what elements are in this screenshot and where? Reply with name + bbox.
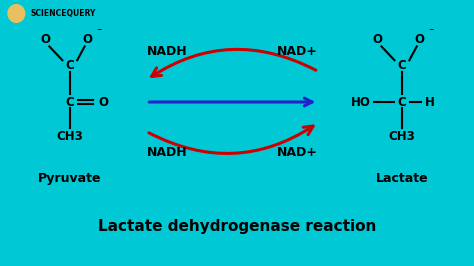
Text: O: O	[373, 33, 383, 46]
Text: NAD+: NAD+	[277, 45, 318, 58]
Text: NADH: NADH	[147, 146, 188, 159]
Text: NAD+: NAD+	[277, 146, 318, 159]
Text: O: O	[98, 95, 108, 109]
Text: HO: HO	[351, 95, 371, 109]
Text: CH3: CH3	[389, 130, 415, 143]
Circle shape	[8, 5, 25, 22]
Text: Pyruvate: Pyruvate	[38, 172, 101, 185]
Text: NADH: NADH	[147, 45, 188, 58]
Text: O: O	[415, 33, 425, 46]
Text: ⁻: ⁻	[96, 27, 101, 37]
Text: ⁻: ⁻	[428, 27, 433, 37]
Text: CH3: CH3	[56, 130, 83, 143]
Text: Lactate dehydrogenase reaction: Lactate dehydrogenase reaction	[98, 219, 376, 234]
Text: C: C	[65, 95, 74, 109]
Text: H: H	[425, 95, 435, 109]
Text: O: O	[41, 33, 51, 46]
Text: C: C	[398, 59, 406, 72]
Text: Lactate: Lactate	[375, 172, 428, 185]
Text: C: C	[65, 59, 74, 72]
Text: O: O	[82, 33, 92, 46]
Text: SCIENCEQUERY: SCIENCEQUERY	[30, 9, 96, 18]
Text: C: C	[398, 95, 406, 109]
